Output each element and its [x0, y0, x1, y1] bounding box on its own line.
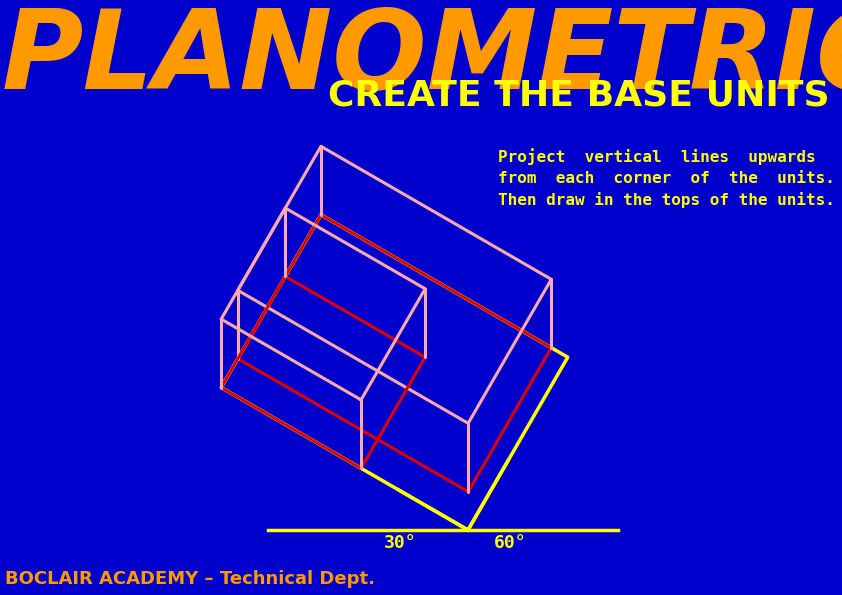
- Text: PLANOMETRICS: PLANOMETRICS: [2, 5, 842, 112]
- Text: 30°: 30°: [384, 534, 416, 552]
- Text: Project  vertical  lines  upwards
from  each  corner  of  the  units.
Then draw : Project vertical lines upwards from each…: [498, 148, 835, 208]
- Text: BOCLAIR ACADEMY – Technical Dept.: BOCLAIR ACADEMY – Technical Dept.: [5, 570, 375, 588]
- Text: CREATE THE BASE UNITS: CREATE THE BASE UNITS: [328, 78, 829, 112]
- Text: 60°: 60°: [493, 534, 526, 552]
